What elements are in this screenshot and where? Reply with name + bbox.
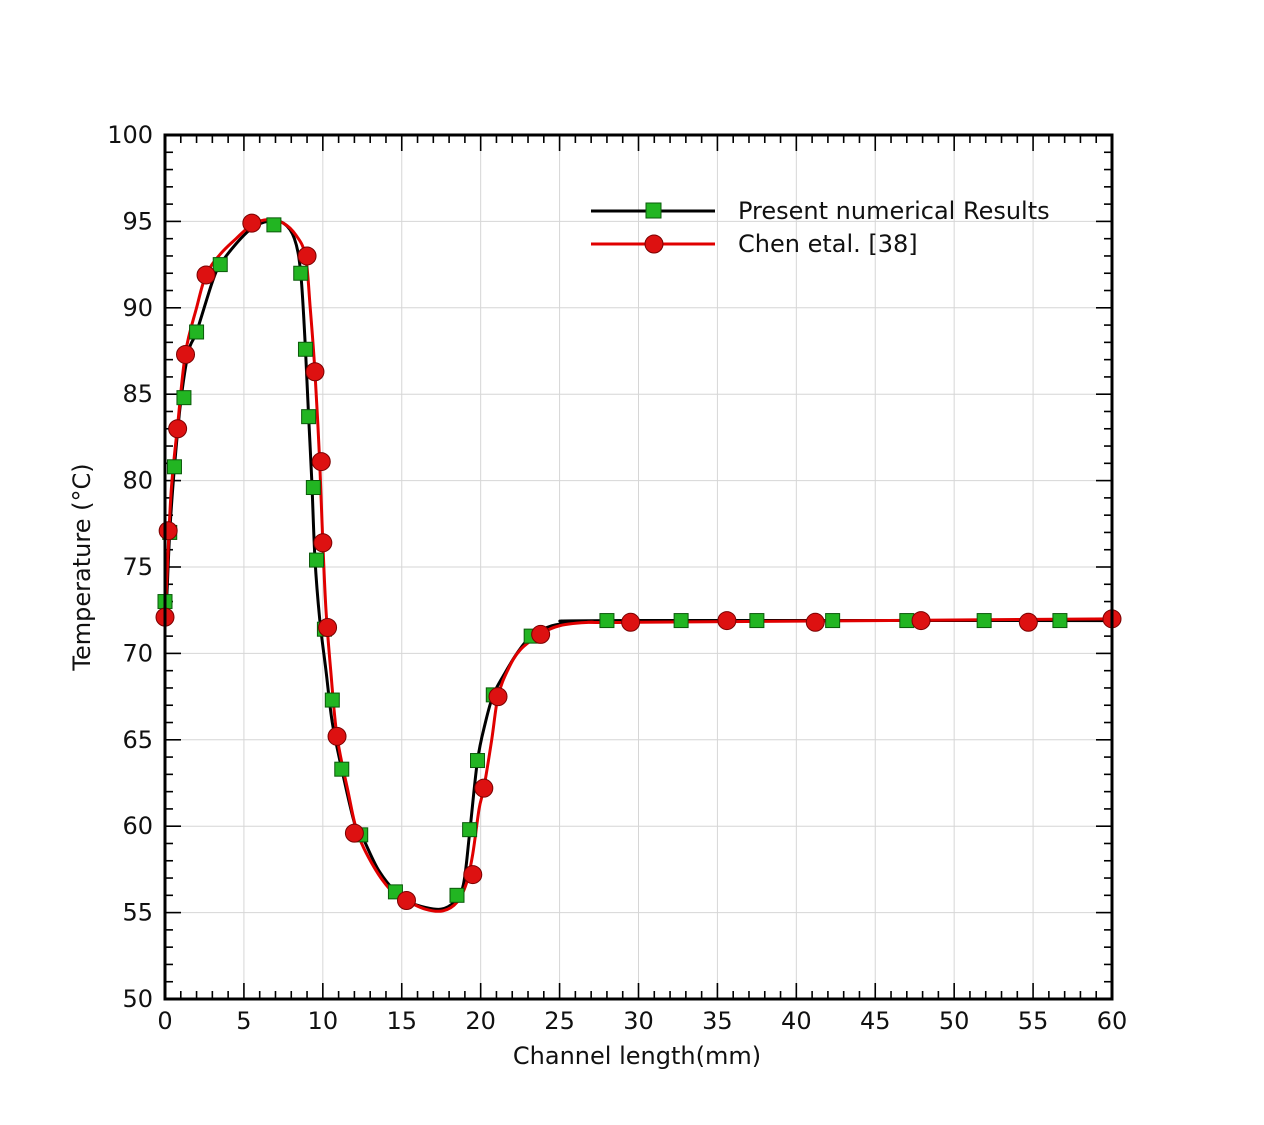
y-tick-label: 75 — [122, 553, 153, 581]
data-point-circle — [396, 891, 416, 911]
x-tick-label: 40 — [781, 1007, 812, 1035]
y-tick-labels: 50 55 60 65 70 75 80 85 90 95 100 — [107, 121, 153, 1013]
legend-marker-square — [645, 202, 662, 219]
x-tick-label: 50 — [939, 1007, 970, 1035]
x-tick-label: 55 — [1018, 1007, 1049, 1035]
data-point-square — [266, 217, 282, 233]
data-point-square — [293, 265, 309, 281]
y-tick-label: 70 — [122, 639, 153, 667]
data-point-square — [449, 887, 465, 903]
y-tick-label: 100 — [107, 121, 153, 149]
data-point-circle — [305, 362, 325, 382]
y-tick-label: 60 — [122, 812, 153, 840]
data-point-square — [825, 613, 841, 629]
data-point-square — [189, 324, 205, 340]
legend-label-present: Present numerical Results — [738, 197, 1050, 225]
data-point-circle — [1018, 612, 1038, 632]
data-point-square — [212, 257, 228, 273]
data-point-square — [976, 613, 992, 629]
x-tick-label: 30 — [623, 1007, 654, 1035]
y-tick-label: 95 — [122, 207, 153, 235]
x-tick-label: 45 — [860, 1007, 891, 1035]
legend-label-chen: Chen etal. [38] — [738, 230, 918, 258]
x-tick-label: 35 — [702, 1007, 733, 1035]
y-tick-label: 50 — [122, 985, 153, 1013]
x-tick-labels: 0 5 10 15 20 25 30 35 40 45 50 55 60 — [157, 1007, 1127, 1035]
data-point-circle — [463, 865, 483, 885]
data-point-circle — [318, 617, 338, 637]
x-tick-label: 0 — [157, 1007, 172, 1035]
x-tick-label: 25 — [544, 1007, 575, 1035]
data-point-square — [309, 552, 325, 568]
data-point-circle — [327, 726, 347, 746]
data-point-circle — [176, 344, 196, 364]
series-line-chen — [163, 218, 1113, 913]
data-point-circle — [311, 452, 331, 472]
y-axis-title: Temperature (°C) — [68, 463, 96, 671]
series-markers-chen — [155, 213, 1122, 911]
x-tick-label: 60 — [1097, 1007, 1128, 1035]
data-point-square — [470, 753, 486, 769]
data-point-circle — [313, 533, 333, 553]
x-tick-label: 5 — [236, 1007, 251, 1035]
data-point-square — [166, 459, 182, 475]
grid — [165, 135, 1112, 999]
series-layer — [155, 213, 1122, 913]
x-tick-label: 20 — [465, 1007, 496, 1035]
plot-frame — [163, 133, 1114, 1001]
y-tick-label: 85 — [122, 380, 153, 408]
y-tick-label: 65 — [122, 726, 153, 754]
y-tick-label: 90 — [122, 294, 153, 322]
data-point-circle — [717, 611, 737, 631]
data-point-circle — [297, 246, 317, 266]
y-tick-label: 55 — [122, 899, 153, 927]
data-point-circle — [911, 611, 931, 631]
series-markers-present — [157, 217, 1068, 903]
x-tick-label: 10 — [308, 1007, 339, 1035]
data-point-square — [673, 613, 689, 629]
data-point-square — [334, 761, 350, 777]
data-point-square — [749, 613, 765, 629]
data-point-circle — [168, 419, 188, 439]
data-point-circle — [805, 612, 825, 632]
data-point-circle — [531, 624, 551, 644]
data-point-circle — [196, 265, 216, 285]
data-point-square — [599, 613, 615, 629]
data-point-circle — [158, 521, 178, 541]
x-axis-title: Channel length(mm) — [513, 1042, 761, 1070]
data-point-square — [462, 822, 478, 838]
data-point-square — [301, 409, 317, 425]
data-point-circle — [242, 213, 262, 233]
data-point-circle — [621, 612, 641, 632]
data-point-square — [305, 480, 321, 496]
data-point-square — [1052, 613, 1068, 629]
legend: Present numerical Results Chen etal. [38… — [591, 197, 1050, 258]
y-tick-label: 80 — [122, 467, 153, 495]
data-point-square — [324, 692, 340, 708]
data-point-circle — [344, 823, 364, 843]
x-tick-label: 15 — [386, 1007, 417, 1035]
data-point-square — [297, 341, 313, 357]
data-point-circle — [474, 778, 494, 798]
data-point-square — [176, 390, 192, 406]
data-point-circle — [488, 687, 508, 707]
legend-marker-circle — [644, 234, 664, 254]
